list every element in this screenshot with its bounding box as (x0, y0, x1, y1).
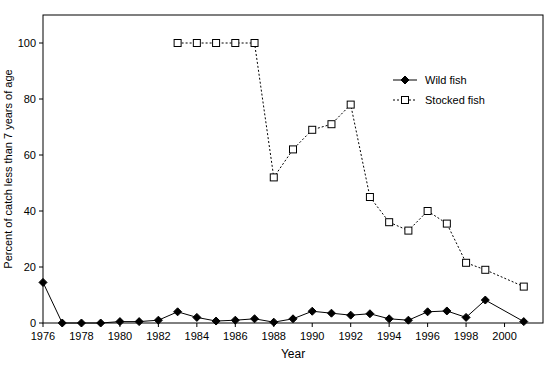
y-tick-label: 80 (24, 93, 36, 105)
series-marker (77, 319, 85, 327)
series-marker (327, 309, 335, 317)
series-marker (251, 315, 259, 323)
series-marker (290, 146, 297, 153)
series-marker (520, 318, 528, 326)
chart: 0 20 40 60 80 100 1976 1978 1980 1982 1984 1986 1988… (0, 0, 558, 367)
legend-label: Stocked fish (425, 94, 485, 106)
series-line (43, 282, 524, 323)
series-marker (520, 283, 527, 290)
x-tick-label: 1998 (454, 330, 478, 342)
series-marker (385, 315, 393, 323)
x-tick-label: 1990 (300, 330, 324, 342)
series-line (178, 43, 524, 287)
x-tick (196, 323, 197, 327)
series-marker (39, 278, 47, 286)
x-tick-label: 1992 (338, 330, 362, 342)
series-marker (135, 318, 143, 326)
x-tick (350, 323, 351, 327)
x-tick-label: 1976 (31, 330, 55, 342)
x-tick-label: 1986 (223, 330, 247, 342)
y-tick (39, 99, 43, 100)
series-marker (116, 318, 124, 326)
y-tick-label: 100 (18, 37, 36, 49)
legend-marker (402, 97, 409, 104)
series-marker (481, 296, 489, 304)
series-marker (328, 121, 335, 128)
series-marker (309, 126, 316, 133)
series-marker (232, 40, 239, 47)
series-marker (443, 307, 451, 315)
series-marker (154, 316, 162, 324)
x-tick (312, 323, 313, 327)
series-marker (212, 317, 220, 325)
x-axis-label: Year (281, 347, 305, 361)
series-marker (424, 208, 431, 215)
series-marker (462, 313, 470, 321)
series-marker (404, 316, 412, 324)
series-marker (213, 40, 220, 47)
series-marker (463, 259, 470, 266)
series-marker (308, 307, 316, 315)
series-marker (347, 101, 354, 108)
series-marker (174, 40, 181, 47)
x-tick (43, 323, 44, 327)
y-tick (39, 323, 43, 324)
legend-label: Wild fish (425, 74, 467, 86)
x-tick-label: 1996 (415, 330, 439, 342)
x-tick-label: 1984 (185, 330, 209, 342)
legend: Wild fish Stocked fish (393, 74, 485, 106)
plot-area (39, 40, 528, 328)
x-tick (389, 323, 390, 327)
x-tick-label: 1980 (108, 330, 132, 342)
y-tick-label: 20 (24, 261, 36, 273)
series-marker (366, 194, 373, 201)
x-tick-label: 1994 (377, 330, 401, 342)
series-marker (347, 311, 355, 319)
series-marker (193, 40, 200, 47)
y-axis-label: Percent of catch less than 7 years of ag… (2, 69, 14, 268)
x-tick-label: 2000 (492, 330, 516, 342)
x-tick (427, 323, 428, 327)
y-tick-label: 40 (24, 205, 36, 217)
y-tick-label: 60 (24, 149, 36, 161)
series-marker (424, 308, 432, 316)
series-marker (270, 174, 277, 181)
series-marker (251, 40, 258, 47)
x-tick (466, 323, 467, 327)
x-tick (504, 323, 505, 327)
series-marker (386, 219, 393, 226)
series-marker (443, 220, 450, 227)
y-tick (39, 211, 43, 212)
series-marker (366, 310, 374, 318)
y-tick (39, 43, 43, 44)
series-marker (482, 266, 489, 273)
y-tick-label: 0 (30, 317, 36, 329)
series-marker (174, 308, 182, 316)
y-tick (39, 267, 43, 268)
background (0, 0, 558, 367)
series-marker (289, 315, 297, 323)
y-tick (39, 155, 43, 156)
legend-marker (401, 76, 409, 84)
series-marker (270, 318, 278, 326)
series-marker (58, 319, 66, 327)
series-marker (231, 316, 239, 324)
x-tick-label: 1988 (262, 330, 286, 342)
plot-frame (43, 15, 543, 323)
x-tick-label: 1982 (146, 330, 170, 342)
series-marker (405, 227, 412, 234)
series-marker (193, 313, 201, 321)
x-tick-label: 1978 (69, 330, 93, 342)
series-marker (97, 319, 105, 327)
